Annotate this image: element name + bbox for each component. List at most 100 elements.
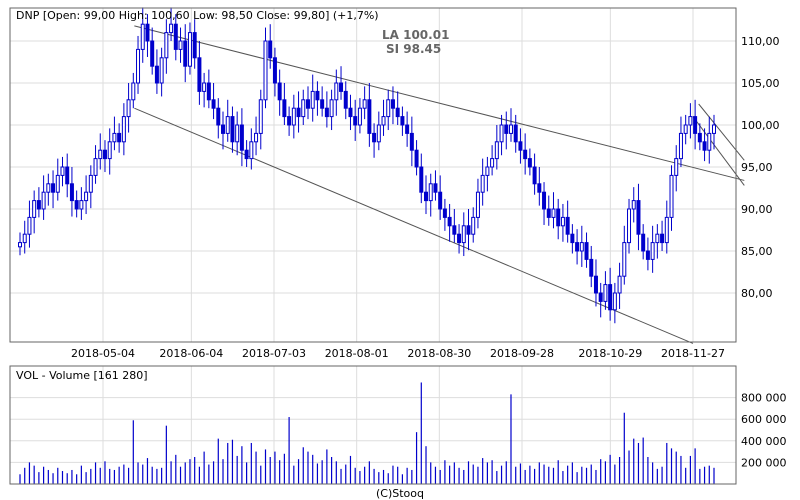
candle-body bbox=[504, 124, 509, 134]
candle-body bbox=[655, 233, 660, 244]
candle-body bbox=[202, 82, 207, 92]
candle-body bbox=[320, 99, 325, 109]
candle-body bbox=[542, 191, 547, 210]
candle-body bbox=[556, 208, 561, 227]
candle-body bbox=[51, 183, 56, 193]
candle-body bbox=[471, 216, 476, 235]
candle-body bbox=[291, 107, 296, 126]
candle-body bbox=[235, 124, 240, 143]
candle-body bbox=[424, 191, 429, 202]
candle-body bbox=[197, 57, 202, 92]
candle-body bbox=[88, 174, 93, 193]
candle-body bbox=[98, 149, 103, 160]
candle-body bbox=[187, 32, 192, 67]
candle-body bbox=[112, 132, 117, 143]
candle-body bbox=[645, 250, 650, 260]
candle-body bbox=[386, 99, 391, 118]
candle-body bbox=[84, 191, 89, 202]
candle-body bbox=[650, 242, 655, 260]
candle-body bbox=[697, 132, 702, 143]
trendline bbox=[698, 103, 745, 161]
candle-body bbox=[419, 166, 424, 193]
candle-body bbox=[272, 57, 277, 84]
candle-body bbox=[334, 82, 339, 101]
candle-body bbox=[305, 99, 310, 109]
candle-body bbox=[707, 132, 712, 151]
candle-body bbox=[669, 174, 674, 218]
candle-body bbox=[532, 166, 537, 185]
annotation-la: LA 100.01 bbox=[382, 28, 449, 42]
candle-body bbox=[27, 216, 32, 235]
price-panel-frame bbox=[9, 7, 737, 343]
candle-body bbox=[192, 32, 197, 59]
candle-body bbox=[702, 141, 707, 151]
trendline bbox=[134, 107, 694, 344]
candle-body bbox=[93, 158, 98, 176]
candle-body bbox=[575, 242, 580, 252]
candle-body bbox=[674, 158, 679, 176]
xtick-label: 2018-10-29 bbox=[578, 347, 642, 360]
candle-body bbox=[249, 141, 254, 160]
candle-body bbox=[372, 132, 377, 143]
candle-body bbox=[664, 216, 669, 244]
candle-body bbox=[79, 200, 84, 210]
price-ytick-label: 110,00 bbox=[741, 35, 780, 48]
candle-body bbox=[523, 149, 528, 160]
candle-body bbox=[60, 166, 65, 176]
candle-body bbox=[513, 124, 518, 143]
candle-body bbox=[183, 40, 188, 67]
candle-body bbox=[622, 242, 627, 277]
candle-body bbox=[22, 233, 27, 244]
candle-body bbox=[159, 57, 164, 84]
candle-body bbox=[107, 141, 112, 160]
candle-body bbox=[268, 40, 273, 59]
candle-body bbox=[263, 40, 268, 101]
candle-body bbox=[405, 124, 410, 134]
candle-body bbox=[627, 208, 632, 244]
candle-body bbox=[678, 132, 683, 160]
candle-body bbox=[480, 174, 485, 193]
candle-body bbox=[18, 242, 22, 248]
price-ytick-label: 85,00 bbox=[741, 245, 773, 258]
trendlines bbox=[134, 25, 745, 344]
candle-body bbox=[452, 225, 457, 235]
candle-body bbox=[32, 200, 37, 218]
candle-body bbox=[65, 166, 70, 185]
candle-body bbox=[414, 149, 419, 168]
candle-body bbox=[74, 200, 79, 210]
candle-body bbox=[551, 208, 556, 218]
candle-body bbox=[136, 48, 141, 84]
candle-body bbox=[117, 132, 122, 143]
xtick-label: 2018-08-30 bbox=[407, 347, 471, 360]
candle-body bbox=[589, 258, 594, 277]
candle-body bbox=[381, 116, 386, 126]
candle-body bbox=[546, 208, 551, 218]
grid bbox=[10, 8, 736, 484]
candle-body bbox=[499, 124, 504, 143]
candle-body bbox=[409, 132, 414, 151]
annotation-si: SI 98.45 bbox=[386, 42, 441, 56]
candle-body bbox=[447, 216, 452, 227]
candle-body bbox=[518, 141, 523, 151]
candle-body bbox=[428, 183, 433, 202]
candle-body bbox=[617, 275, 622, 294]
candle-body bbox=[693, 116, 698, 134]
candle-body bbox=[433, 183, 438, 193]
candle-body bbox=[329, 99, 334, 118]
candle-body bbox=[390, 99, 395, 109]
candle-body bbox=[376, 124, 381, 143]
candle-body bbox=[608, 284, 613, 311]
candle-body bbox=[631, 200, 636, 210]
candle-body bbox=[712, 124, 716, 134]
candle-body bbox=[69, 183, 74, 202]
candle-body bbox=[348, 107, 353, 118]
candle-body bbox=[36, 200, 41, 210]
candle-body bbox=[46, 183, 51, 193]
candle-body bbox=[277, 82, 282, 101]
candle-body bbox=[145, 23, 150, 42]
candle-body bbox=[296, 107, 301, 118]
candle-body bbox=[55, 174, 60, 193]
candle-body bbox=[565, 216, 570, 235]
candle-body bbox=[126, 99, 131, 118]
price-ytick-label: 90,00 bbox=[741, 203, 773, 216]
